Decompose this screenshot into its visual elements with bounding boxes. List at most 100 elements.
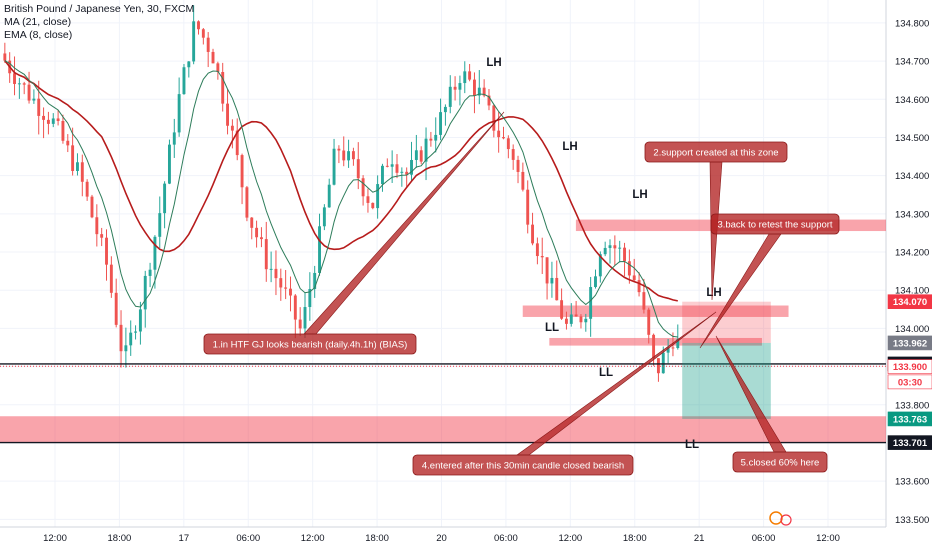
candle-body (61, 121, 65, 141)
candle-body (385, 165, 389, 167)
candle-body (405, 171, 409, 175)
candle-body (371, 202, 375, 209)
swing-marker-label: LH (632, 189, 647, 201)
candle-body (318, 226, 321, 273)
legend-ema[interactable]: EMA (8, close) (4, 29, 73, 41)
candle-body (167, 144, 171, 184)
candle-body (13, 73, 16, 84)
y-tick-label: 134.400 (895, 171, 929, 182)
candle-body (303, 307, 307, 329)
candle-body (85, 181, 89, 197)
price-label-text: 133.962 (893, 338, 927, 349)
candle-body (448, 86, 452, 107)
annotation-text: 2.support created at this zone (653, 148, 778, 159)
x-tick-label: 18:00 (623, 533, 647, 544)
candle-body (439, 112, 443, 135)
price-label-box (887, 435, 932, 450)
candle-body (555, 277, 559, 301)
candle-body (76, 162, 79, 171)
candle-body (361, 178, 365, 197)
resistance-support-zone (549, 337, 762, 346)
price-label-box (887, 374, 932, 390)
candle-body (642, 292, 646, 310)
candle-body (274, 268, 278, 279)
candle-body (250, 217, 254, 228)
candle-body (453, 86, 457, 90)
candle-body (95, 217, 99, 235)
candle-body (502, 137, 505, 139)
candle-body (245, 187, 249, 218)
candle-body (313, 272, 317, 290)
legend: British Pound / Japanese Yen, 30, FXCM M… (4, 3, 194, 42)
annotation-box (203, 333, 417, 355)
candle-body (197, 21, 200, 30)
candle-body (32, 98, 36, 101)
candle-body (473, 79, 476, 96)
candle-body (90, 196, 94, 218)
candle-body (647, 309, 651, 335)
candle-body (623, 247, 626, 262)
legend-symbol[interactable]: British Pound / Japanese Yen, 30, FXCM (4, 3, 195, 15)
candle-body (419, 150, 423, 162)
resistance-support-zone (522, 305, 789, 317)
candle-body (652, 334, 656, 359)
candle-body (201, 29, 205, 38)
candle-body (172, 132, 176, 145)
candle-body (550, 277, 554, 284)
annotation-box (412, 454, 634, 476)
candle-body (342, 150, 346, 161)
candle-body (269, 268, 273, 270)
candle-body (531, 224, 535, 244)
y-tick-label: 134.300 (895, 209, 929, 220)
candle-body (666, 347, 670, 353)
y-tick-label: 134.700 (895, 57, 929, 68)
candle-body (390, 164, 394, 167)
candle-body (458, 83, 462, 90)
candle-body (119, 324, 123, 352)
candle-body (216, 63, 220, 73)
y-tick-label: 134.500 (895, 133, 929, 144)
candle-body (221, 72, 225, 104)
candle-body (598, 254, 602, 277)
candle-body (603, 247, 607, 255)
candle-body (594, 276, 597, 288)
candle-body (46, 119, 50, 124)
ema-8-line (4, 60, 678, 338)
candle-body (463, 71, 467, 84)
candle-body (206, 37, 210, 52)
candle-body (608, 245, 612, 248)
candle-body (506, 138, 510, 150)
candle-body (182, 67, 186, 95)
candle-body (511, 149, 515, 160)
candle-body (51, 118, 55, 124)
swing-marker-label: LL (599, 367, 613, 379)
y-tick-label: 134.800 (895, 18, 929, 29)
candle-body (255, 227, 259, 238)
y-tick-label: 133.800 (895, 400, 929, 411)
x-tick-label: 06:00 (236, 533, 260, 544)
price-label-text: 133.701 (893, 438, 928, 449)
candle-body (143, 275, 147, 310)
candle-body (526, 189, 530, 225)
swing-marker-label: LH (486, 57, 501, 69)
candle-body (22, 83, 26, 85)
candle-body (516, 159, 520, 172)
candle-body (637, 280, 641, 293)
candle-body (424, 138, 428, 162)
annotation-box (732, 451, 828, 473)
legend-ma[interactable]: MA (21, close) (4, 16, 72, 28)
candle-body (535, 243, 539, 257)
candle-body (114, 292, 118, 325)
candle-body (564, 318, 568, 324)
candle-body (400, 171, 404, 173)
price-label-text: 134.070 (893, 297, 927, 308)
candle-body (468, 71, 472, 80)
ma-21-line (4, 60, 678, 302)
candle-body (560, 300, 564, 319)
candle-body (211, 51, 215, 64)
candle-body (124, 345, 128, 352)
candle-body (521, 171, 525, 190)
annotation-text: 4.entered after this 30min candle closed… (422, 461, 624, 472)
